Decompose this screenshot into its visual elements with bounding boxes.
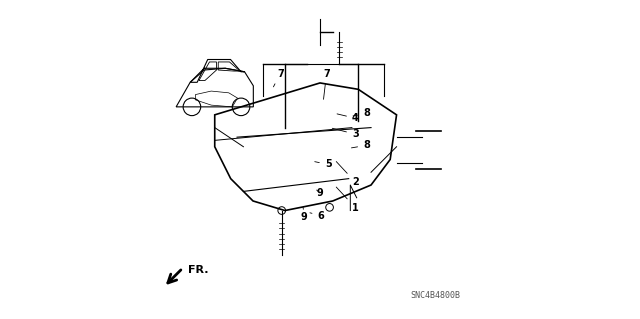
Text: 4: 4 — [337, 113, 358, 123]
Text: 7: 7 — [273, 69, 284, 87]
Text: 2: 2 — [336, 161, 358, 187]
Text: FR.: FR. — [188, 264, 208, 275]
Text: 7: 7 — [323, 69, 330, 99]
Text: 6: 6 — [310, 211, 324, 220]
Text: 9: 9 — [317, 188, 324, 198]
Text: 3: 3 — [332, 128, 358, 139]
Text: 5: 5 — [315, 160, 332, 169]
Text: 1: 1 — [336, 187, 358, 212]
Text: 9: 9 — [301, 207, 308, 222]
Text: 8: 8 — [353, 108, 370, 118]
Text: 8: 8 — [351, 140, 370, 150]
Text: SNC4B4800B: SNC4B4800B — [410, 291, 460, 300]
